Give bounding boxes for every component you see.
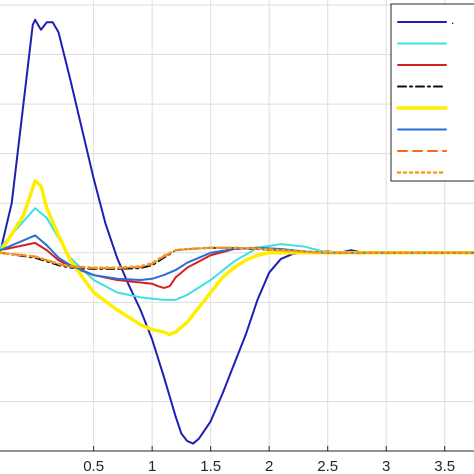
legend: .	[390, 3, 474, 182]
legend-box	[390, 3, 474, 182]
x-tick-label-5: 3	[382, 458, 390, 474]
x-tick-label-2: 1.5	[200, 458, 221, 474]
series-line-5	[0, 179, 474, 337]
series-line-8	[0, 246, 474, 269]
series-line-1	[0, 18, 474, 445]
series-layer	[0, 18, 474, 445]
legend-label-1: .	[451, 13, 454, 27]
x-tick-label-3: 2	[265, 458, 273, 474]
x-tick-label-4: 2.5	[317, 458, 338, 474]
x-tick-label-0: 0.5	[83, 458, 104, 474]
x-tick-label-6: 3.5	[434, 458, 455, 474]
x-ticks: 0.5 1 1.5 2 2.5 3 3.5	[83, 446, 455, 474]
x-tick-label-1: 1	[148, 458, 156, 474]
